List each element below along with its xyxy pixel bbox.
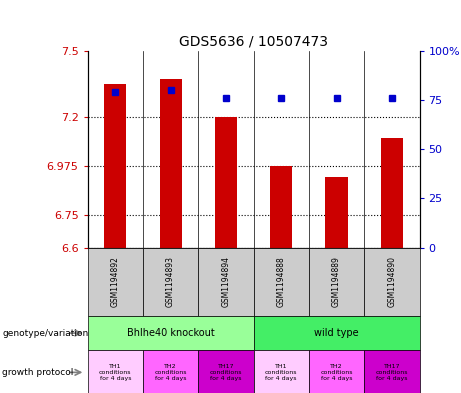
Bar — [160, 79, 182, 248]
Bar — [325, 176, 348, 248]
Text: wild type: wild type — [314, 328, 359, 338]
Text: Bhlhe40 knockout: Bhlhe40 knockout — [127, 328, 214, 338]
Text: GSM1194889: GSM1194889 — [332, 257, 341, 307]
Text: TH1
conditions
for 4 days: TH1 conditions for 4 days — [99, 364, 131, 381]
Text: GSM1194890: GSM1194890 — [387, 257, 396, 307]
Bar — [104, 84, 126, 248]
Text: GSM1194888: GSM1194888 — [277, 257, 286, 307]
Title: GDS5636 / 10507473: GDS5636 / 10507473 — [179, 35, 328, 48]
Text: GSM1194893: GSM1194893 — [166, 257, 175, 307]
Text: TH2
conditions
for 4 days: TH2 conditions for 4 days — [320, 364, 353, 381]
Text: GSM1194892: GSM1194892 — [111, 257, 120, 307]
Text: TH17
conditions
for 4 days: TH17 conditions for 4 days — [210, 364, 242, 381]
Text: genotype/variation: genotype/variation — [2, 329, 89, 338]
Text: growth protocol: growth protocol — [2, 368, 74, 377]
Text: TH2
conditions
for 4 days: TH2 conditions for 4 days — [154, 364, 187, 381]
Text: TH17
conditions
for 4 days: TH17 conditions for 4 days — [376, 364, 408, 381]
Bar — [215, 117, 237, 248]
Bar — [381, 138, 403, 248]
Bar — [270, 166, 292, 248]
Text: TH1
conditions
for 4 days: TH1 conditions for 4 days — [265, 364, 297, 381]
Text: GSM1194894: GSM1194894 — [221, 257, 230, 307]
